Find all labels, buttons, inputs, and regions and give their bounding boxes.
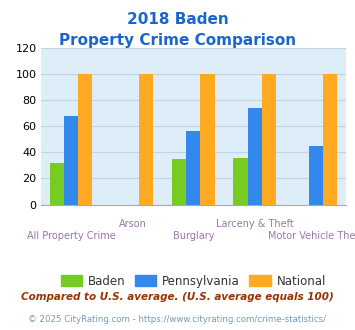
Bar (323, 74, 337, 205)
Text: All Property Crime: All Property Crime (27, 231, 116, 241)
Text: Arson: Arson (119, 219, 146, 229)
Text: Larceny & Theft: Larceny & Theft (215, 219, 294, 229)
Bar (262, 74, 275, 205)
Text: Motor Vehicle Theft: Motor Vehicle Theft (268, 231, 355, 241)
Legend: Baden, Pennsylvania, National: Baden, Pennsylvania, National (56, 270, 331, 292)
Bar (50, 163, 64, 205)
Text: Compared to U.S. average. (U.S. average equals 100): Compared to U.S. average. (U.S. average … (21, 292, 334, 302)
Bar (64, 116, 78, 205)
Text: 2018 Baden: 2018 Baden (127, 12, 228, 26)
Bar (173, 159, 186, 205)
Bar (78, 74, 92, 205)
Bar (140, 74, 153, 205)
Bar (201, 74, 214, 205)
Text: Property Crime Comparison: Property Crime Comparison (59, 33, 296, 48)
Bar (247, 108, 262, 205)
Bar (234, 157, 247, 205)
Bar (308, 146, 323, 205)
Bar (186, 131, 201, 205)
Text: © 2025 CityRating.com - https://www.cityrating.com/crime-statistics/: © 2025 CityRating.com - https://www.city… (28, 315, 327, 324)
Text: Burglary: Burglary (173, 231, 214, 241)
